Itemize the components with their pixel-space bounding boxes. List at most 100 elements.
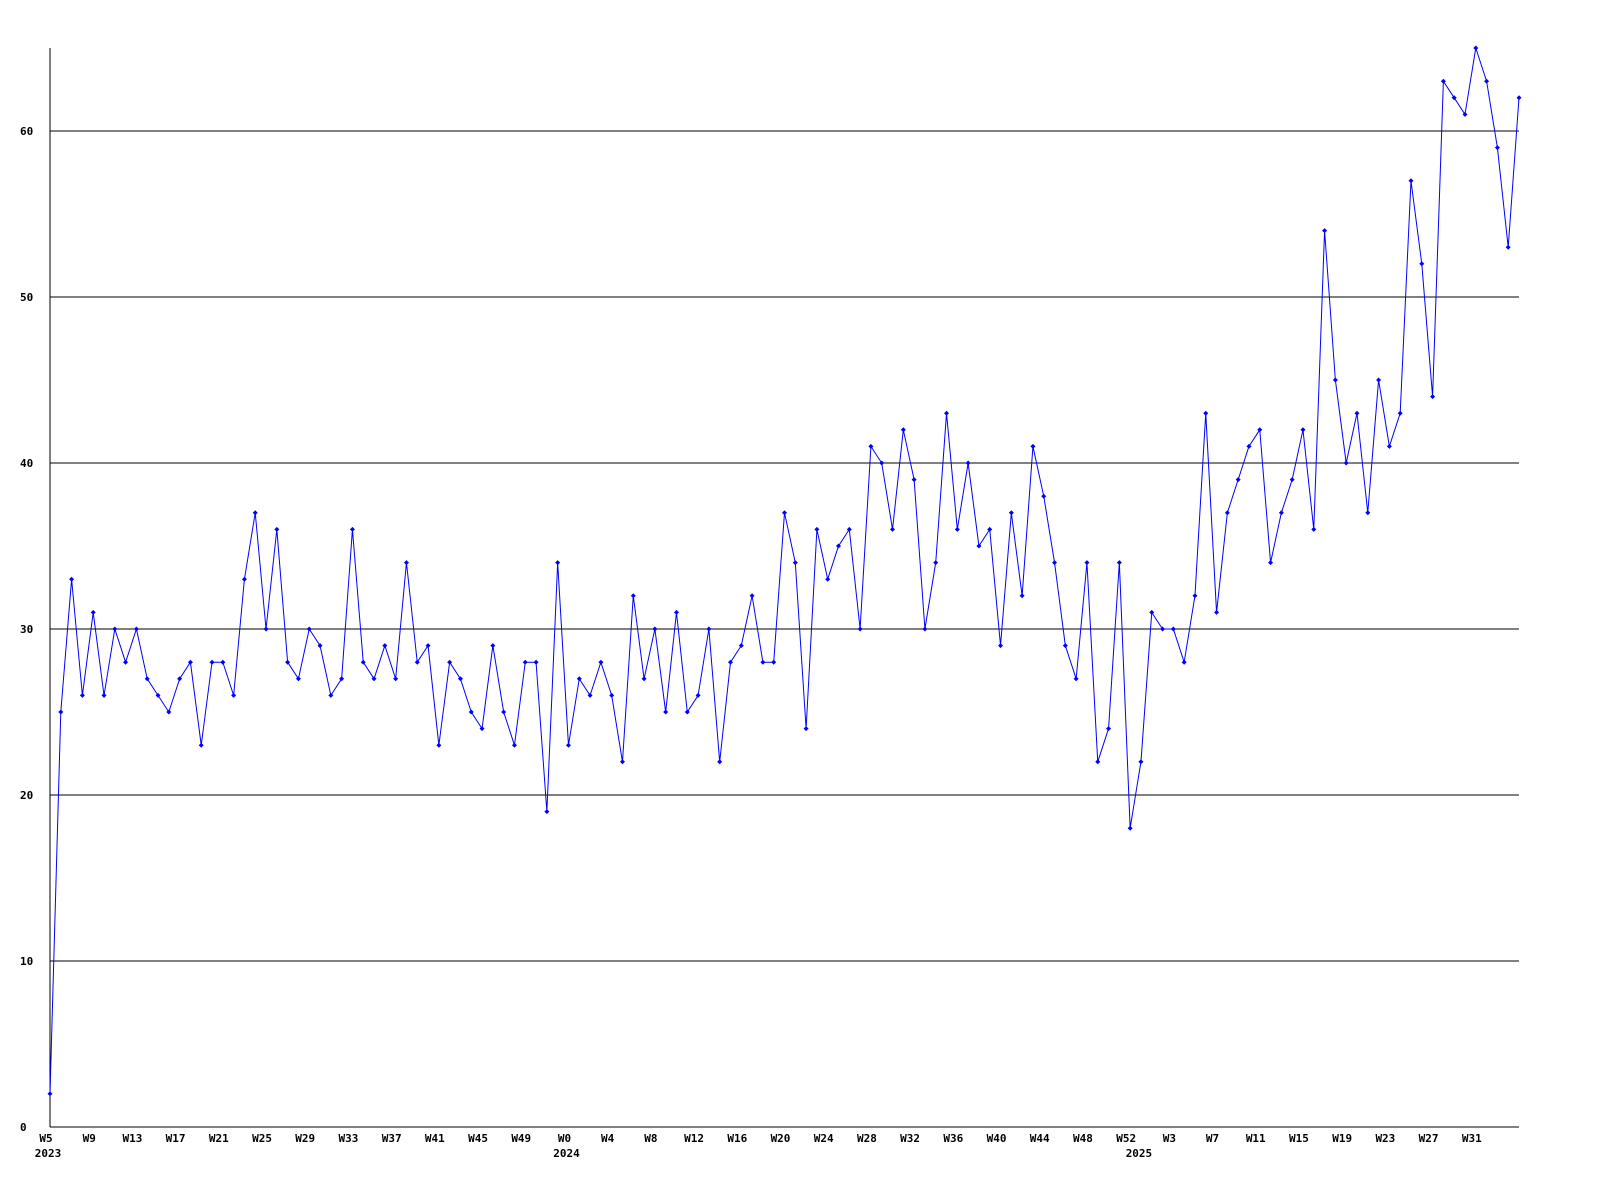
point: [274, 526, 280, 532]
y-tick-label: 60: [20, 125, 33, 138]
point: [522, 659, 528, 665]
point: [447, 659, 453, 665]
x-tick-label: W32: [900, 1132, 920, 1145]
point: [90, 609, 96, 615]
point: [295, 676, 301, 682]
x-tick-label: W52: [1116, 1132, 1136, 1145]
point: [1376, 377, 1382, 383]
point: [857, 626, 863, 632]
x-tick-label: W11: [1246, 1132, 1266, 1145]
point: [1430, 394, 1436, 400]
point: [1311, 526, 1317, 532]
point: [1030, 443, 1036, 449]
point: [468, 709, 474, 715]
point: [187, 659, 193, 665]
x-tick-label: W40: [987, 1132, 1007, 1145]
point: [69, 576, 75, 582]
x-tick-label: W49: [511, 1132, 531, 1145]
x-tick-label: W0: [558, 1132, 571, 1145]
x-tick-label: W24: [814, 1132, 834, 1145]
point: [1203, 410, 1209, 416]
point: [868, 443, 874, 449]
point: [598, 659, 604, 665]
y-tick-label: 0: [20, 1121, 27, 1134]
x-tick-label: W16: [727, 1132, 747, 1145]
point: [403, 560, 409, 566]
point: [695, 692, 701, 698]
year-label: 2023: [35, 1147, 62, 1160]
point: [231, 692, 237, 698]
point: [1084, 560, 1090, 566]
point: [58, 709, 64, 715]
point: [1473, 45, 1479, 51]
point: [436, 742, 442, 748]
x-tick-label: W13: [122, 1132, 142, 1145]
point: [414, 659, 420, 665]
x-tick-label: W20: [771, 1132, 791, 1145]
x-tick-label: W41: [425, 1132, 445, 1145]
point: [738, 643, 744, 649]
point: [490, 643, 496, 649]
point: [1289, 477, 1295, 483]
point: [944, 410, 950, 416]
y-tick-label: 10: [20, 955, 33, 968]
point: [1181, 659, 1187, 665]
y-tick-label: 30: [20, 623, 33, 636]
point: [79, 692, 85, 698]
x-tick-label: W33: [339, 1132, 359, 1145]
point: [933, 560, 939, 566]
point: [263, 626, 269, 632]
point: [792, 560, 798, 566]
point: [306, 626, 312, 632]
point: [771, 659, 777, 665]
point: [1343, 460, 1349, 466]
point: [382, 643, 388, 649]
y-tick-label: 40: [20, 457, 33, 470]
point: [1257, 427, 1263, 433]
point: [987, 526, 993, 532]
point: [641, 676, 647, 682]
point: [814, 526, 820, 532]
point: [587, 692, 593, 698]
point: [1041, 493, 1047, 499]
point: [393, 676, 399, 682]
x-tick-label: W29: [295, 1132, 315, 1145]
point: [198, 742, 204, 748]
point: [1062, 643, 1068, 649]
point: [1268, 560, 1274, 566]
point: [727, 659, 733, 665]
point: [1214, 609, 1220, 615]
point: [112, 626, 118, 632]
point: [879, 460, 885, 466]
year-label: 2025: [1126, 1147, 1153, 1160]
point: [1106, 726, 1112, 732]
point: [717, 759, 723, 765]
point: [1494, 145, 1500, 151]
y-tick-label: 20: [20, 789, 33, 802]
point: [1322, 228, 1328, 234]
x-tick-label: W48: [1073, 1132, 1093, 1145]
x-tick-label: W25: [252, 1132, 272, 1145]
line: [49, 47, 1520, 1094]
point: [425, 643, 431, 649]
point: [1192, 593, 1198, 599]
point: [1365, 510, 1371, 516]
point: [673, 609, 679, 615]
point: [782, 510, 787, 516]
point: [544, 809, 550, 815]
point: [1149, 609, 1155, 615]
point: [133, 626, 139, 632]
point: [1235, 477, 1241, 483]
x-tick-label: W27: [1419, 1132, 1439, 1145]
x-tick-label: W37: [382, 1132, 402, 1145]
point: [652, 626, 658, 632]
point: [252, 510, 258, 516]
point: [825, 576, 831, 582]
point: [166, 709, 172, 715]
x-tick-label: W12: [684, 1132, 704, 1145]
point: [339, 676, 345, 682]
point: [911, 477, 917, 483]
y-tick-label: 50: [20, 291, 33, 304]
point: [155, 692, 161, 698]
